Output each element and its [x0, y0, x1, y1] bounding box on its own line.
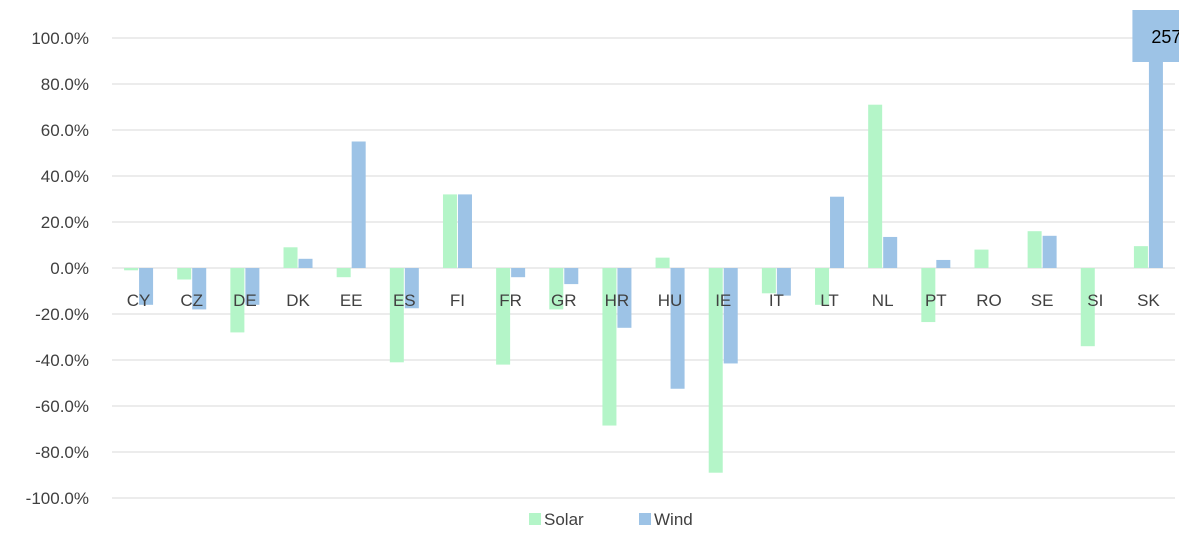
bar-solar-fi — [442, 194, 457, 268]
bar-solar-es — [389, 268, 404, 363]
bar-solar-hu — [655, 257, 670, 268]
legend-label-wind: Wind — [654, 510, 693, 529]
bar-wind-hu — [670, 268, 685, 389]
x-axis: CY CZ DE DK EE ES FI FR GR HR HU IE IT LT NL PT RO SE SI SK — [127, 291, 1161, 310]
callout-label: 257% — [1151, 27, 1179, 47]
y-tick-label: 40.0% — [41, 167, 89, 186]
x-tick-label: PT — [925, 291, 947, 310]
x-tick-label: IE — [715, 291, 731, 310]
bar-solar-sk — [1133, 246, 1148, 268]
bar-wind-nl — [883, 236, 898, 268]
y-tick-label: -100.0% — [26, 489, 89, 508]
legend-swatch-wind — [639, 513, 651, 525]
bar-solar-nl — [868, 104, 883, 268]
bar-solar-it — [761, 268, 776, 294]
bar-wind-fi — [457, 194, 472, 268]
y-tick-label: -60.0% — [35, 397, 89, 416]
legend-label-solar: Solar — [544, 510, 584, 529]
bar-solar-gr — [549, 268, 564, 310]
y-tick-label: -80.0% — [35, 443, 89, 462]
x-tick-label: RO — [976, 291, 1002, 310]
x-tick-label: GR — [551, 291, 577, 310]
bar-solar-ie — [708, 268, 723, 473]
bar-solar-ro — [974, 249, 989, 268]
bar-wind-gr — [564, 268, 579, 285]
x-tick-label: LT — [820, 291, 839, 310]
bar-wind-cz — [192, 268, 207, 310]
x-tick-label: ES — [393, 291, 416, 310]
bar-wind-es — [404, 268, 419, 309]
bar-solar-cz — [177, 268, 192, 280]
x-tick-label: HR — [605, 291, 630, 310]
x-tick-label: HU — [658, 291, 683, 310]
bar-solar-ee — [336, 268, 351, 278]
bar-wind-de — [245, 268, 260, 305]
y-axis: 100.0% 80.0% 60.0% 40.0% 20.0% 0.0% -20.0% -40.… — [26, 29, 89, 508]
y-tick-label: -20.0% — [35, 305, 89, 324]
bars — [124, 38, 1163, 473]
bar-wind-hr — [617, 268, 632, 328]
y-tick-label: -40.0% — [35, 351, 89, 370]
annotation-callout: 257% — [1132, 10, 1179, 62]
bar-solar-cy — [124, 268, 139, 271]
y-tick-label: 80.0% — [41, 75, 89, 94]
bar-solar-se — [1027, 231, 1042, 268]
bar-wind-cy — [139, 268, 154, 305]
x-tick-label: CY — [127, 291, 151, 310]
bar-wind-se — [1042, 235, 1057, 268]
bar-wind-sk — [1148, 38, 1163, 268]
y-tick-label: 0.0% — [50, 259, 89, 278]
bar-wind-it — [776, 268, 791, 296]
bar-solar-lt — [815, 268, 830, 305]
x-tick-label: EE — [340, 291, 363, 310]
x-tick-label: IT — [769, 291, 784, 310]
x-tick-label: SE — [1031, 291, 1054, 310]
x-tick-label: FI — [450, 291, 465, 310]
y-tick-label: 60.0% — [41, 121, 89, 140]
y-tick-label: 100.0% — [31, 29, 89, 48]
bar-solar-pt — [921, 268, 936, 323]
x-tick-label: DK — [286, 291, 310, 310]
bar-wind-dk — [298, 258, 313, 268]
bar-wind-ee — [351, 141, 366, 268]
bar-solar-dk — [283, 247, 298, 268]
bar-solar-fr — [496, 268, 511, 365]
x-tick-label: DE — [233, 291, 257, 310]
x-tick-label: NL — [872, 291, 894, 310]
bar-solar-hr — [602, 268, 617, 426]
x-tick-label: FR — [499, 291, 522, 310]
bar-wind-ie — [723, 268, 738, 364]
bar-wind-fr — [511, 268, 526, 278]
bar-wind-pt — [936, 259, 951, 268]
callout-box — [1132, 10, 1179, 62]
legend-swatch-solar — [529, 513, 541, 525]
gridlines — [112, 37, 1175, 499]
y-tick-label: 20.0% — [41, 213, 89, 232]
x-tick-label: SI — [1087, 291, 1103, 310]
bar-wind-lt — [830, 196, 845, 268]
legend: Solar Wind — [529, 510, 693, 529]
bar-solar-si — [1080, 268, 1095, 347]
bar-solar-de — [230, 268, 245, 333]
x-tick-label: CZ — [180, 291, 203, 310]
x-tick-label: SK — [1137, 291, 1160, 310]
